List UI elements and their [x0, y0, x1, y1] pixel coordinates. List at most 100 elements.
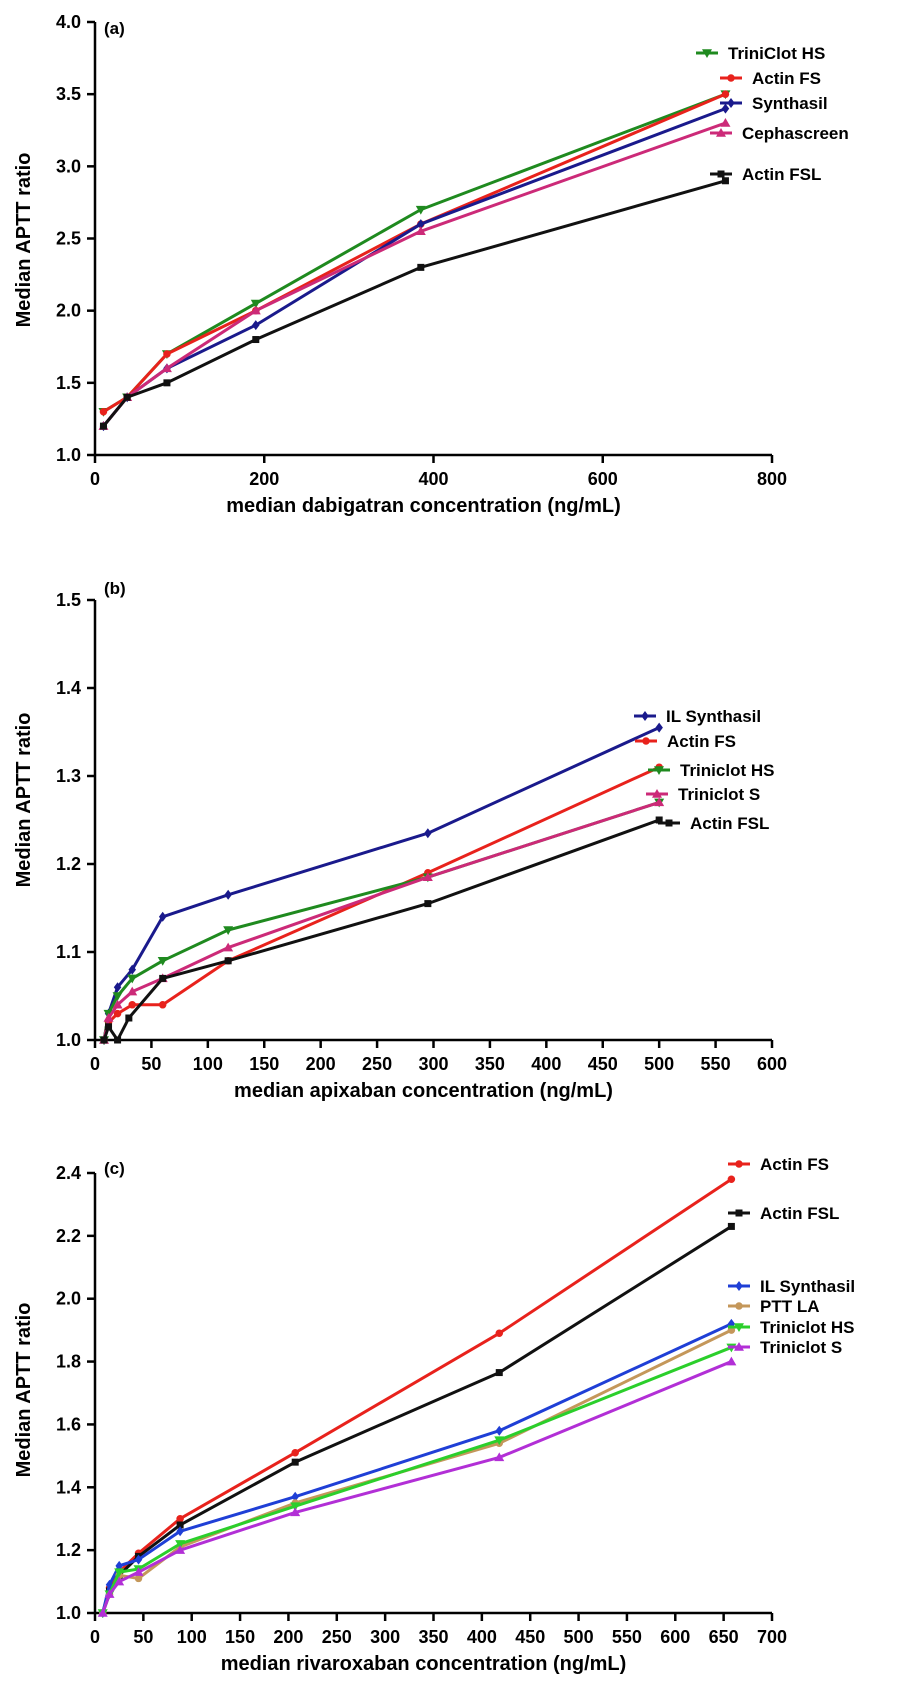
- series-line: [101, 1178, 733, 1614]
- series-actin-fs: [100, 763, 663, 1044]
- x-tick-label: 50: [133, 1627, 153, 1647]
- x-tick-label: 300: [418, 1054, 448, 1074]
- legend-label: Triniclot HS: [760, 1318, 854, 1337]
- data-point: [123, 393, 131, 401]
- legend-marker: [735, 1302, 743, 1310]
- series-line: [102, 121, 726, 428]
- legend-label: Actin FS: [667, 732, 736, 751]
- legend-marker: [642, 737, 650, 745]
- data-point: [495, 1329, 504, 1338]
- legend-label: IL Synthasil: [666, 707, 761, 726]
- y-tick-label: 3.5: [56, 84, 81, 104]
- legend-label: TriniClot HS: [728, 44, 825, 63]
- data-point: [290, 1502, 301, 1512]
- data-point: [163, 379, 171, 387]
- data-point: [415, 205, 426, 215]
- data-point: [127, 986, 138, 996]
- x-tick-label: 350: [475, 1054, 505, 1074]
- x-tick-label: 700: [757, 1627, 787, 1647]
- legend-entry: Actin FS: [635, 732, 736, 751]
- series-triniclot-s: [99, 797, 665, 1044]
- y-tick-label: 2.2: [56, 1226, 81, 1246]
- series-triniclot-hs: [99, 798, 665, 1045]
- series-actin-fs: [99, 90, 730, 416]
- x-axis-title: median dabigatran concentration (ng/mL): [226, 495, 620, 517]
- data-point: [176, 1521, 184, 1529]
- x-tick-label: 350: [418, 1627, 448, 1647]
- x-tick-label: 150: [249, 1054, 279, 1074]
- data-point: [113, 1009, 122, 1018]
- series-line: [101, 1328, 733, 1614]
- data-point: [721, 177, 729, 185]
- legend-entry: Actin FSL: [728, 1204, 839, 1223]
- data-point: [115, 1560, 123, 1571]
- x-tick-label: 200: [273, 1627, 303, 1647]
- data-point: [415, 226, 426, 236]
- y-tick-label: 1.4: [56, 678, 81, 698]
- series-line: [102, 726, 660, 1041]
- y-tick-label: 1.3: [56, 766, 81, 786]
- legend-entry: PTT LA: [728, 1297, 820, 1316]
- data-point: [424, 828, 432, 839]
- data-point: [721, 103, 730, 114]
- legend-label: Actin FS: [752, 69, 821, 88]
- legend-entry: TriniClot HS: [696, 44, 825, 63]
- x-axis-title: median rivaroxaban concentration (ng/mL): [221, 1653, 627, 1675]
- data-point: [721, 90, 730, 98]
- x-tick-label: 300: [370, 1627, 400, 1647]
- x-tick-label: 200: [249, 469, 279, 489]
- panel-label: (a): [104, 19, 125, 38]
- legend-entry: Triniclot HS: [648, 761, 774, 780]
- x-tick-label: 600: [588, 469, 618, 489]
- legend-label: Cephascreen: [742, 124, 849, 143]
- x-tick-label: 450: [588, 1054, 618, 1074]
- y-axis-title: Median APTT ratio: [13, 153, 35, 328]
- y-tick-label: 4.0: [56, 12, 81, 32]
- data-point: [494, 1452, 505, 1462]
- y-tick-label: 1.1: [56, 942, 81, 962]
- data-point: [114, 1036, 122, 1044]
- x-tick-label: 550: [701, 1054, 731, 1074]
- x-tick-label: 150: [225, 1627, 255, 1647]
- data-point: [176, 1514, 184, 1523]
- data-point: [161, 363, 172, 373]
- legend-marker: [717, 170, 725, 178]
- x-tick-label: 650: [709, 1627, 739, 1647]
- data-point: [495, 1425, 504, 1436]
- series-line: [102, 92, 726, 413]
- data-point: [424, 900, 432, 908]
- series-synthasil: [99, 103, 730, 432]
- panel-label: (c): [104, 1159, 125, 1178]
- x-tick-label: 500: [564, 1627, 594, 1647]
- series-line: [101, 1225, 733, 1614]
- data-point: [655, 816, 663, 824]
- legend-entry: IL Synthasil: [728, 1277, 855, 1296]
- x-tick-label: 600: [757, 1054, 787, 1074]
- data-point: [100, 1036, 108, 1044]
- data-point: [113, 982, 122, 993]
- data-point: [654, 797, 665, 807]
- legend-marker: [654, 766, 664, 775]
- data-point: [157, 957, 168, 966]
- data-point: [224, 957, 232, 965]
- data-point: [175, 1540, 186, 1549]
- data-point: [223, 942, 234, 952]
- data-point: [99, 407, 108, 416]
- series-il-synthasil: [100, 722, 663, 1045]
- series-line: [101, 1322, 733, 1614]
- data-point: [125, 1014, 133, 1022]
- data-point: [114, 1568, 125, 1578]
- data-point: [727, 1222, 735, 1230]
- data-point: [163, 350, 171, 358]
- legend-label: Triniclot HS: [680, 761, 774, 780]
- series-cephascreen: [98, 118, 731, 430]
- data-point: [422, 872, 433, 881]
- data-point: [112, 992, 123, 1001]
- legend-marker: [734, 1342, 744, 1351]
- x-tick-label: 0: [90, 1627, 100, 1647]
- series-line: [102, 800, 660, 1041]
- series-ptt-la: [98, 1326, 736, 1617]
- x-tick-label: 0: [90, 469, 100, 489]
- y-tick-label: 1.0: [56, 1603, 81, 1623]
